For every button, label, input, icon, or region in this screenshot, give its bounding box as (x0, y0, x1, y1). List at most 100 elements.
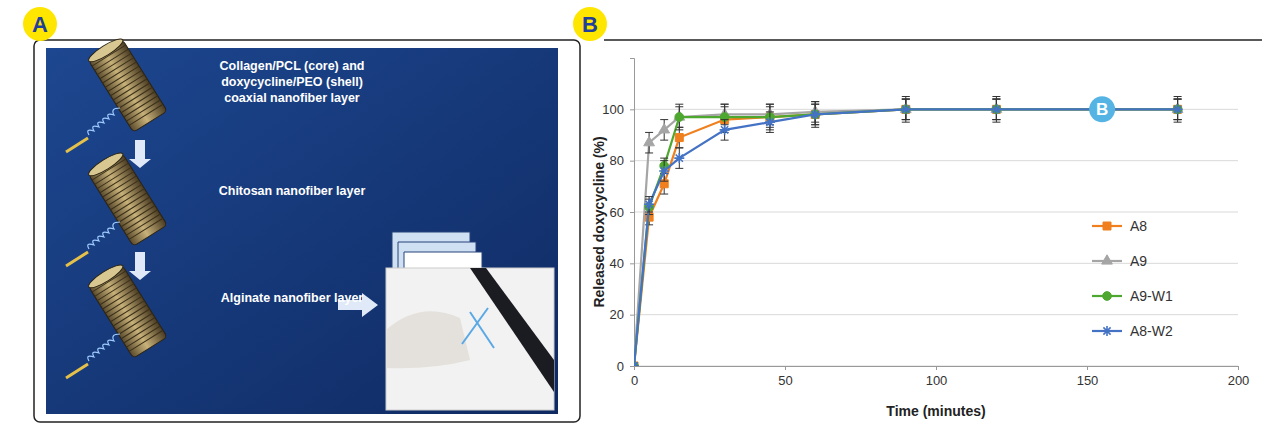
x-tick-mark (785, 366, 786, 370)
error-bar (992, 99, 1000, 120)
x-tick: 50 (778, 366, 792, 388)
fiber-jet (88, 108, 120, 135)
drum-stripe (111, 301, 145, 322)
series-2 (634, 99, 1182, 366)
y-tick: 20 (610, 307, 634, 322)
y-tick-mark (630, 109, 634, 110)
series-line (634, 109, 1178, 366)
collector-drum (86, 262, 167, 359)
grid-line (634, 314, 1238, 315)
x-tick: 100 (926, 366, 948, 388)
spinneret-needle (66, 252, 88, 266)
data-point (811, 110, 820, 119)
data-point (765, 117, 775, 127)
series-line (634, 109, 1178, 366)
error-bar (811, 104, 819, 125)
series-line (634, 109, 1178, 366)
data-point (992, 105, 1000, 113)
panel-frame (604, 39, 1262, 41)
annotation: B (1096, 100, 1108, 119)
photo-glove (386, 311, 470, 368)
drum-stripe (116, 197, 150, 218)
drum-stripe (105, 292, 139, 313)
y-axis-line (630, 59, 635, 367)
data-point (1173, 104, 1183, 114)
data-point (1173, 105, 1182, 114)
legend: A8A9A9-W1A8-W2 (1092, 218, 1173, 339)
drum-stripe (103, 176, 137, 197)
y-tick-mark (630, 315, 634, 316)
panel-letter-badge (573, 7, 607, 41)
x-tick: 200 (1228, 366, 1250, 388)
error-bar (675, 127, 683, 148)
data-point (1174, 105, 1182, 113)
data-point (634, 362, 638, 366)
y-tick-label: 80 (610, 153, 624, 168)
legend-label: A9-W1 (1130, 288, 1173, 304)
arrow (129, 140, 151, 168)
error-bar (811, 102, 819, 128)
step-label: Collagen/PCL (core) anddoxycycline/PEO (… (220, 59, 365, 105)
x-tick-label: 200 (1228, 373, 1250, 388)
drum-stripe (126, 100, 160, 121)
error-bar (675, 104, 683, 130)
error-bar (811, 104, 819, 125)
x-axis-title: Time (minutes) (886, 403, 985, 419)
x-tick-label: 150 (1077, 373, 1099, 388)
drum-stripe (118, 313, 152, 334)
y-tick-mark (630, 366, 634, 367)
y-tick-mark (630, 161, 634, 162)
drum-stripe (118, 87, 152, 108)
drum-stripe (108, 184, 142, 205)
drum-stripe (129, 218, 163, 239)
drum-stripe (121, 92, 155, 113)
drum-stripe (113, 79, 147, 100)
grid-line (634, 212, 1238, 213)
drum-stripe (113, 305, 147, 326)
y-axis: 020406080100 (602, 59, 634, 374)
drum-stripe (100, 58, 134, 79)
x-tick-mark (936, 366, 937, 370)
legend-label: A8-W2 (1130, 323, 1173, 339)
error-bar (1174, 99, 1182, 120)
y-tick-mark (630, 212, 634, 213)
error-bar (1174, 99, 1182, 120)
error-bar (902, 97, 910, 123)
x-tick-mark (1087, 366, 1088, 370)
y-tick-mark (630, 263, 634, 264)
y-tick-label: 40 (610, 256, 624, 271)
drum-stripe (124, 322, 158, 343)
x-axis-line (635, 367, 1239, 371)
data-point (659, 124, 670, 133)
series-line (634, 109, 1178, 366)
error-bar (902, 99, 910, 120)
annotation-badge (1089, 96, 1115, 122)
data-point (810, 109, 820, 119)
data-point (720, 125, 730, 135)
error-bar (1174, 99, 1182, 120)
drum-stripe (129, 104, 163, 125)
grid-line (634, 263, 1238, 264)
fiber-jet (88, 222, 120, 249)
data-point (674, 153, 684, 163)
step-label: Alginate nanofiber layer (221, 291, 364, 305)
x-axis: 0 50 100 150 200 (631, 366, 1249, 388)
error-bar (766, 112, 774, 133)
drum-stripe (111, 189, 145, 210)
data-point (901, 105, 910, 114)
y-tick-label: 60 (610, 205, 624, 220)
drum-stripe (116, 309, 150, 330)
error-bar (721, 120, 729, 141)
x-tick: 0 (631, 366, 638, 388)
data-point (992, 105, 1001, 114)
error-bar (992, 99, 1000, 120)
data-point (634, 361, 639, 366)
data-point (659, 166, 669, 176)
drum-stripe (105, 180, 139, 201)
legend-marker (1103, 292, 1112, 301)
data-point (644, 199, 654, 209)
x-tick: 150 (1077, 366, 1099, 388)
series-3 (634, 99, 1183, 366)
y-tick: 100 (602, 102, 634, 117)
figure: Collagen/PCL (core) anddoxycycline/PEO (… (0, 0, 1266, 429)
